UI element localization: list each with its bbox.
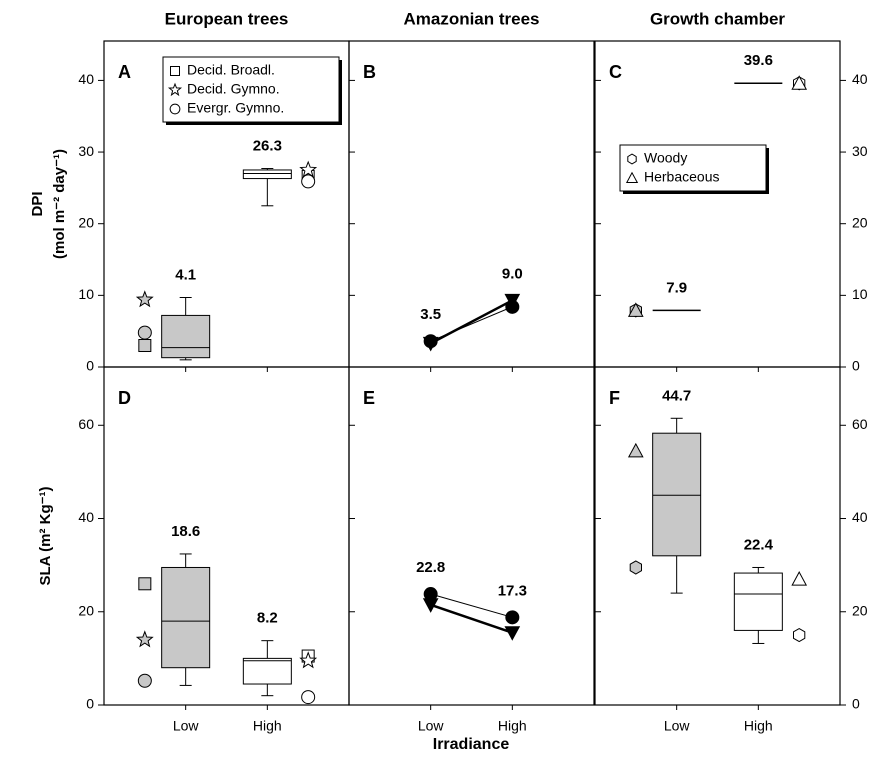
legend-label: Decid. Gymno. bbox=[187, 81, 280, 97]
panel-letter: E bbox=[363, 388, 375, 408]
mean-label: 22.8 bbox=[416, 559, 445, 576]
mean-label: 7.9 bbox=[666, 279, 687, 296]
legend-label: Decid. Broadl. bbox=[187, 62, 275, 78]
marker-square bbox=[170, 66, 180, 76]
marker-star bbox=[135, 290, 154, 308]
legend-label: Woody bbox=[644, 150, 687, 166]
marker-hexagon bbox=[629, 560, 642, 575]
legend-label: Herbaceous bbox=[644, 169, 720, 185]
marker-triangle bbox=[791, 571, 808, 586]
x-axis-label: Irradiance bbox=[433, 736, 510, 753]
y-tick-label: 30 bbox=[78, 143, 94, 159]
y-tick-label: 0 bbox=[86, 358, 94, 374]
x-tick-label: High bbox=[744, 718, 773, 734]
mean-label: 18.6 bbox=[171, 523, 200, 540]
box bbox=[733, 572, 783, 631]
panel-letter: F bbox=[609, 388, 620, 408]
panel-letter: B bbox=[363, 62, 376, 82]
marker-circle bbox=[169, 103, 181, 115]
y-tick-label: 40 bbox=[78, 509, 94, 525]
mean-label: 9.0 bbox=[502, 265, 523, 282]
box bbox=[161, 314, 211, 359]
panel-frame bbox=[348, 40, 595, 368]
marker-triangle-down bbox=[422, 598, 439, 613]
y-tick-label: 0 bbox=[852, 696, 860, 712]
marker-hexagon bbox=[627, 153, 637, 165]
y-tick-label: 40 bbox=[852, 509, 868, 525]
marker-square bbox=[138, 339, 152, 353]
mean-label: 26.3 bbox=[253, 138, 282, 155]
y-tick-label: 10 bbox=[852, 286, 868, 302]
marker-circle bbox=[301, 174, 316, 189]
y-tick-label: 60 bbox=[78, 416, 94, 432]
marker-triangle bbox=[791, 75, 808, 90]
mean-label: 39.6 bbox=[744, 52, 773, 69]
marker-triangle-down bbox=[422, 336, 439, 352]
panel-letter: D bbox=[118, 388, 131, 408]
marker-circle bbox=[301, 690, 316, 705]
marker-triangle-down bbox=[504, 293, 521, 309]
x-tick-label: High bbox=[253, 718, 282, 734]
y-tick-label: 0 bbox=[86, 696, 94, 712]
mean-label: 17.3 bbox=[498, 582, 527, 599]
marker-star bbox=[167, 82, 183, 97]
marker-circle bbox=[137, 325, 152, 340]
marker-square bbox=[138, 577, 152, 591]
y-axis-label: (mol m⁻² day⁻¹) bbox=[51, 149, 68, 259]
y-axis-label: SLA (m² Kg⁻¹) bbox=[37, 486, 54, 585]
legend bbox=[162, 56, 340, 123]
mean-label: 4.1 bbox=[175, 266, 196, 283]
marker-star bbox=[299, 651, 318, 669]
marker-triangle bbox=[625, 171, 639, 183]
panel-letter: C bbox=[609, 62, 622, 82]
marker-triangle bbox=[627, 442, 644, 458]
column-title: Growth chamber bbox=[650, 9, 785, 28]
y-tick-label: 40 bbox=[78, 71, 94, 87]
marker-star bbox=[135, 630, 154, 648]
mean-label: 3.5 bbox=[420, 306, 441, 323]
series-line bbox=[430, 593, 513, 618]
y-tick-label: 20 bbox=[78, 214, 94, 230]
y-tick-label: 60 bbox=[852, 416, 868, 432]
mean-label: 22.4 bbox=[744, 536, 774, 553]
panel-letter: A bbox=[118, 62, 131, 82]
series-line bbox=[430, 299, 513, 345]
marker-star bbox=[299, 160, 318, 178]
y-tick-label: 20 bbox=[852, 214, 868, 230]
y-tick-label: 20 bbox=[78, 602, 94, 618]
y-tick-label: 30 bbox=[852, 143, 868, 159]
mean-label: 44.7 bbox=[662, 387, 691, 404]
mean-label: 8.2 bbox=[257, 610, 278, 627]
y-tick-label: 20 bbox=[852, 602, 868, 618]
y-tick-label: 0 bbox=[852, 358, 860, 374]
panel-frame bbox=[594, 40, 841, 368]
box bbox=[652, 432, 702, 557]
marker-circle bbox=[137, 673, 152, 688]
legend bbox=[619, 144, 767, 192]
marker-hexagon bbox=[793, 628, 806, 643]
column-title: European trees bbox=[165, 9, 289, 28]
marker-triangle-down bbox=[504, 626, 521, 641]
y-axis-label: DPI bbox=[29, 191, 46, 216]
panel-frame bbox=[594, 366, 841, 706]
x-tick-label: Low bbox=[664, 718, 691, 734]
y-tick-label: 10 bbox=[78, 286, 94, 302]
panel-frame bbox=[348, 366, 595, 706]
series-line bbox=[430, 603, 513, 634]
x-tick-label: High bbox=[498, 718, 527, 734]
x-tick-label: Low bbox=[418, 718, 445, 734]
marker-triangle bbox=[627, 302, 644, 317]
column-title: Amazonian trees bbox=[403, 9, 539, 28]
y-tick-label: 40 bbox=[852, 71, 868, 87]
box bbox=[161, 566, 211, 669]
x-tick-label: Low bbox=[173, 718, 200, 734]
box bbox=[242, 657, 292, 685]
legend-label: Evergr. Gymno. bbox=[187, 100, 284, 116]
box bbox=[242, 169, 292, 180]
marker-circle bbox=[505, 610, 520, 625]
